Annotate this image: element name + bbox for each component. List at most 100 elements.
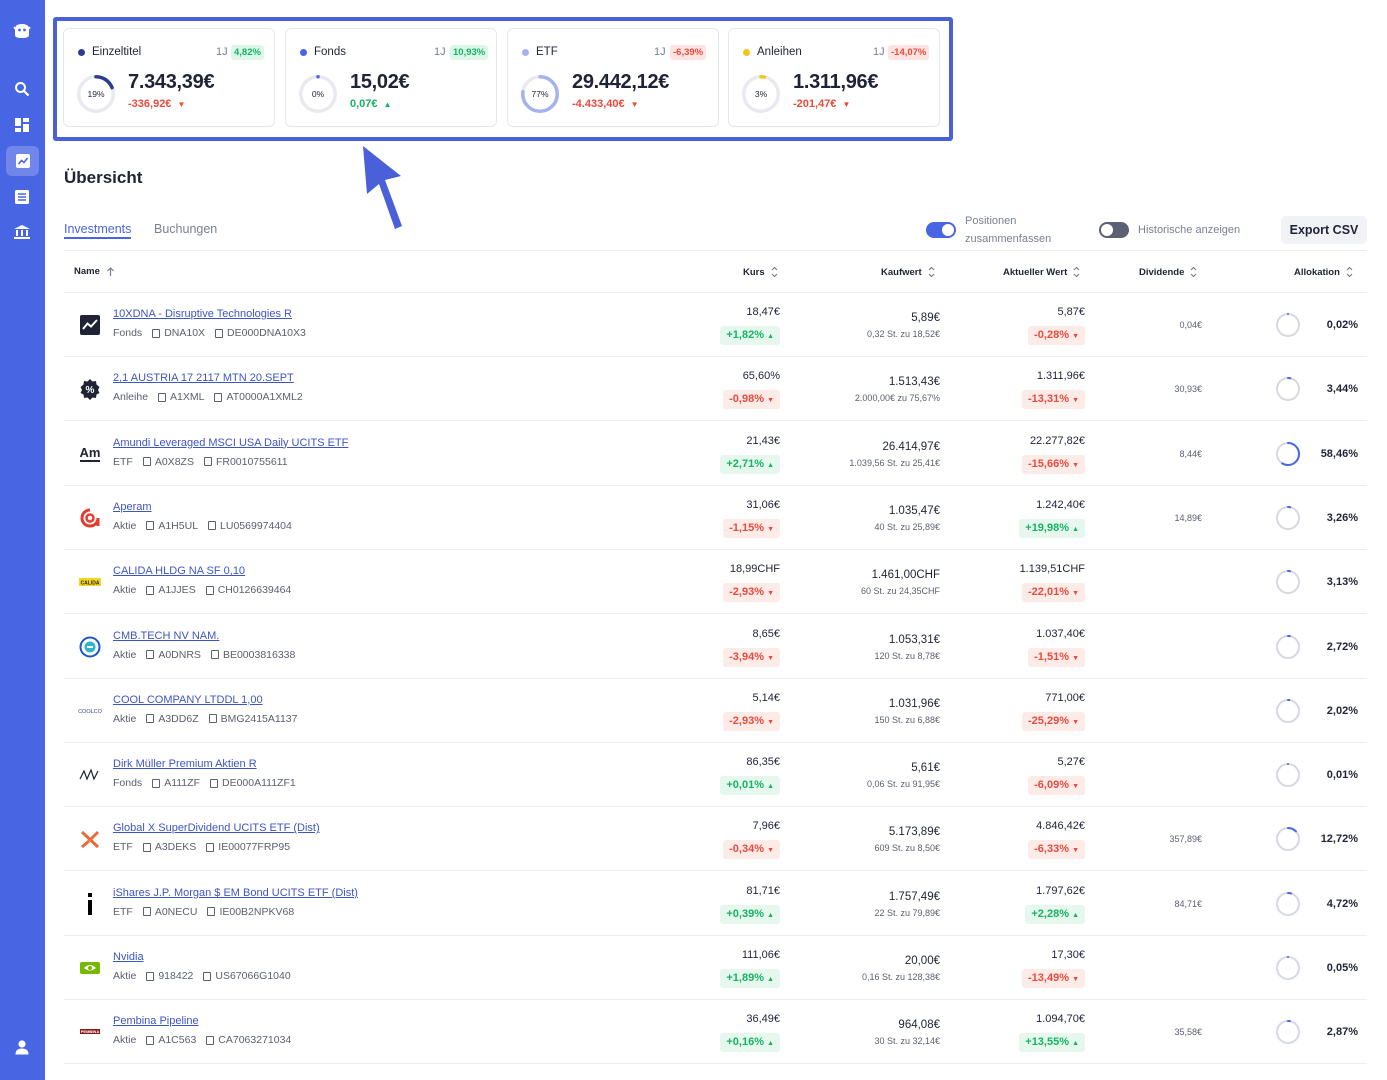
- table-row[interactable]: % 2,1 AUSTRIA 17 2117 MTN 20.SEPT Anleih…: [64, 357, 1367, 421]
- table-row[interactable]: 10XDNA - Disruptive Technologies R Fonds…: [64, 293, 1367, 357]
- aktueller-wert-value: 4.846,42€: [1036, 820, 1085, 833]
- investment-isin: IE00077FRP95: [218, 841, 291, 854]
- search-icon[interactable]: [11, 78, 33, 100]
- investment-type: Aktie: [113, 648, 137, 661]
- copy-icon[interactable]: [206, 842, 215, 852]
- copy-icon[interactable]: [209, 778, 218, 788]
- row-divider: [64, 999, 1367, 1000]
- copy-icon[interactable]: [158, 392, 167, 402]
- allokation-value: 0,02%: [1326, 319, 1358, 331]
- aktueller-wert-value: 5,27€: [1057, 756, 1085, 769]
- kaufwert-value: 5,89€: [911, 312, 940, 324]
- copy-icon[interactable]: [203, 457, 212, 467]
- copy-icon[interactable]: [203, 971, 212, 981]
- kaufwert-detail: 2.000,00€ zu 75,67%: [854, 393, 940, 404]
- table-row[interactable]: PEMBINA Pembina Pipeline Aktie A1C563 CA…: [64, 1000, 1367, 1064]
- investment-name-link[interactable]: Dirk Müller Premium Aktien R: [113, 758, 257, 771]
- investment-name-link[interactable]: iShares J.P. Morgan $ EM Bond UCITS ETF …: [113, 886, 358, 899]
- investment-type: Aktie: [113, 584, 137, 597]
- copy-icon[interactable]: [142, 457, 151, 467]
- allokation-value: 2,72%: [1326, 640, 1358, 653]
- allokation-value: 0,01%: [1326, 769, 1358, 782]
- kurs-value: 31,06€: [746, 498, 780, 511]
- copy-icon[interactable]: [208, 521, 217, 531]
- investment-name-link[interactable]: 10XDNA - Disruptive Technologies R: [113, 308, 292, 320]
- investment-name-link[interactable]: 2,1 AUSTRIA 17 2117 MTN 20.SEPT: [113, 372, 294, 385]
- category-card[interactable]: ETF 1J -6,39% 77% 29.442,12€ -4.433,40€ …: [507, 28, 719, 127]
- chart-icon[interactable]: [6, 146, 39, 176]
- investment-type: ETF: [113, 455, 133, 468]
- copy-icon[interactable]: [146, 650, 155, 659]
- copy-icon[interactable]: [210, 650, 219, 659]
- investment-name-link[interactable]: CMB.TECH NV NAM.: [113, 629, 220, 642]
- investment-name-link[interactable]: Global X SuperDividend UCITS ETF (Dist): [113, 822, 320, 835]
- kaufwert-value: 1.053,31€: [888, 633, 940, 646]
- tab-investments[interactable]: Investments: [64, 222, 132, 239]
- investment-name-link[interactable]: Aperam: [113, 500, 152, 513]
- investment-name-link[interactable]: COOL COMPANY LTDDL 1,00: [113, 693, 263, 706]
- row-divider: [64, 870, 1367, 872]
- copy-icon[interactable]: [146, 971, 155, 981]
- column-header-dividende[interactable]: Dividende: [1139, 266, 1197, 278]
- category-dot-icon: [522, 49, 529, 56]
- copy-icon[interactable]: [152, 778, 161, 788]
- kurs-value: 7,96€: [752, 820, 780, 833]
- copy-icon[interactable]: [142, 842, 151, 852]
- copy-icon[interactable]: [146, 714, 155, 724]
- dashboard-icon[interactable]: [11, 114, 33, 136]
- copy-icon[interactable]: [146, 521, 155, 531]
- historische-toggle[interactable]: [1099, 222, 1129, 238]
- tab-buchungen[interactable]: Buchungen: [154, 222, 218, 236]
- table-row[interactable]: Aperam Aktie A1H5UL LU0569974404 31,06€ …: [64, 486, 1367, 550]
- copy-icon[interactable]: [208, 714, 217, 724]
- copy-icon[interactable]: [207, 907, 216, 917]
- copy-icon[interactable]: [142, 907, 151, 917]
- app-logo-icon[interactable]: [11, 20, 33, 42]
- allokation-value: 4,72%: [1326, 897, 1358, 910]
- svg-text:COOLCO: COOLCO: [78, 709, 102, 715]
- table-row[interactable]: iShares J.P. Morgan $ EM Bond UCITS ETF …: [64, 872, 1367, 936]
- investment-name-link[interactable]: Pembina Pipeline: [113, 1015, 199, 1028]
- list-icon[interactable]: [11, 186, 33, 208]
- card-category-name: ETF: [536, 46, 558, 58]
- table-row[interactable]: COOLCO COOL COMPANY LTDDL 1,00 Aktie A3D…: [64, 679, 1367, 743]
- table-row[interactable]: Nvidia Aktie 918422 US67066G1040 111,06€…: [64, 936, 1367, 1000]
- dividende-value: 14,89€: [1174, 512, 1202, 523]
- table-row[interactable]: CMB.TECH NV NAM. Aktie A0DNRS BE00038163…: [64, 615, 1367, 679]
- column-header-allokation[interactable]: Allokation: [1294, 266, 1353, 278]
- bank-icon[interactable]: [11, 221, 33, 243]
- column-header-kaufwert[interactable]: Kaufwert: [881, 266, 935, 278]
- investment-wkn: A0X8ZS: [154, 455, 194, 468]
- copy-icon[interactable]: [146, 585, 155, 595]
- annotation-arrow-icon: [363, 146, 402, 229]
- copy-icon[interactable]: [205, 585, 214, 595]
- table-row[interactable]: Dirk Müller Premium Aktien R Fonds A111Z…: [64, 743, 1367, 807]
- category-card[interactable]: Einzeltitel 1J 4,82% 19% 7.343,39€ -336,…: [63, 28, 275, 127]
- investment-name-link[interactable]: CALIDA HLDG NA SF 0,10: [113, 565, 246, 578]
- copy-icon[interactable]: [214, 392, 223, 402]
- copy-icon[interactable]: [152, 328, 161, 338]
- category-card[interactable]: Anleihen 1J -14,07% 3% 1.311,96€ -201,47…: [728, 28, 940, 127]
- allocation-ring: [521, 75, 559, 113]
- positionen-toggle[interactable]: [926, 222, 956, 238]
- copy-icon[interactable]: [215, 328, 224, 338]
- investment-name-link[interactable]: Amundi Leveraged MSCI USA Daily UCITS ET…: [113, 436, 349, 449]
- export-csv-button[interactable]: Export CSV: [1281, 216, 1367, 244]
- user-icon[interactable]: [11, 1036, 33, 1058]
- kaufwert-value: 1.031,96€: [888, 697, 940, 710]
- kaufwert-detail: 120 St. zu 8,78€: [874, 650, 940, 661]
- column-header-kurs[interactable]: Kurs: [743, 266, 778, 278]
- table-row[interactable]: Global X SuperDividend UCITS ETF (Dist) …: [64, 807, 1367, 871]
- copy-icon[interactable]: [146, 1035, 155, 1045]
- copy-icon[interactable]: [206, 1035, 215, 1045]
- category-card[interactable]: Fonds 1J 10,93% 0% 15,02€ 0,07€ ▲: [285, 28, 497, 127]
- column-header-name[interactable]: Name: [74, 266, 115, 277]
- table-row[interactable]: Am Amundi Leveraged MSCI USA Daily UCITS…: [64, 422, 1367, 486]
- investment-name-link[interactable]: Nvidia: [113, 951, 144, 963]
- card-period: 1J: [216, 46, 228, 58]
- aktueller-wert-change-chip: +2,28% ▲: [1025, 904, 1085, 924]
- table-row[interactable]: CALIDA CALIDA HLDG NA SF 0,10 Aktie A1JJ…: [64, 550, 1367, 614]
- column-header-aktueller-wert[interactable]: Aktueller Wert: [1003, 266, 1080, 278]
- card-delta: 0,07€ ▲: [350, 98, 392, 110]
- kurs-value: 81,71€: [746, 884, 780, 897]
